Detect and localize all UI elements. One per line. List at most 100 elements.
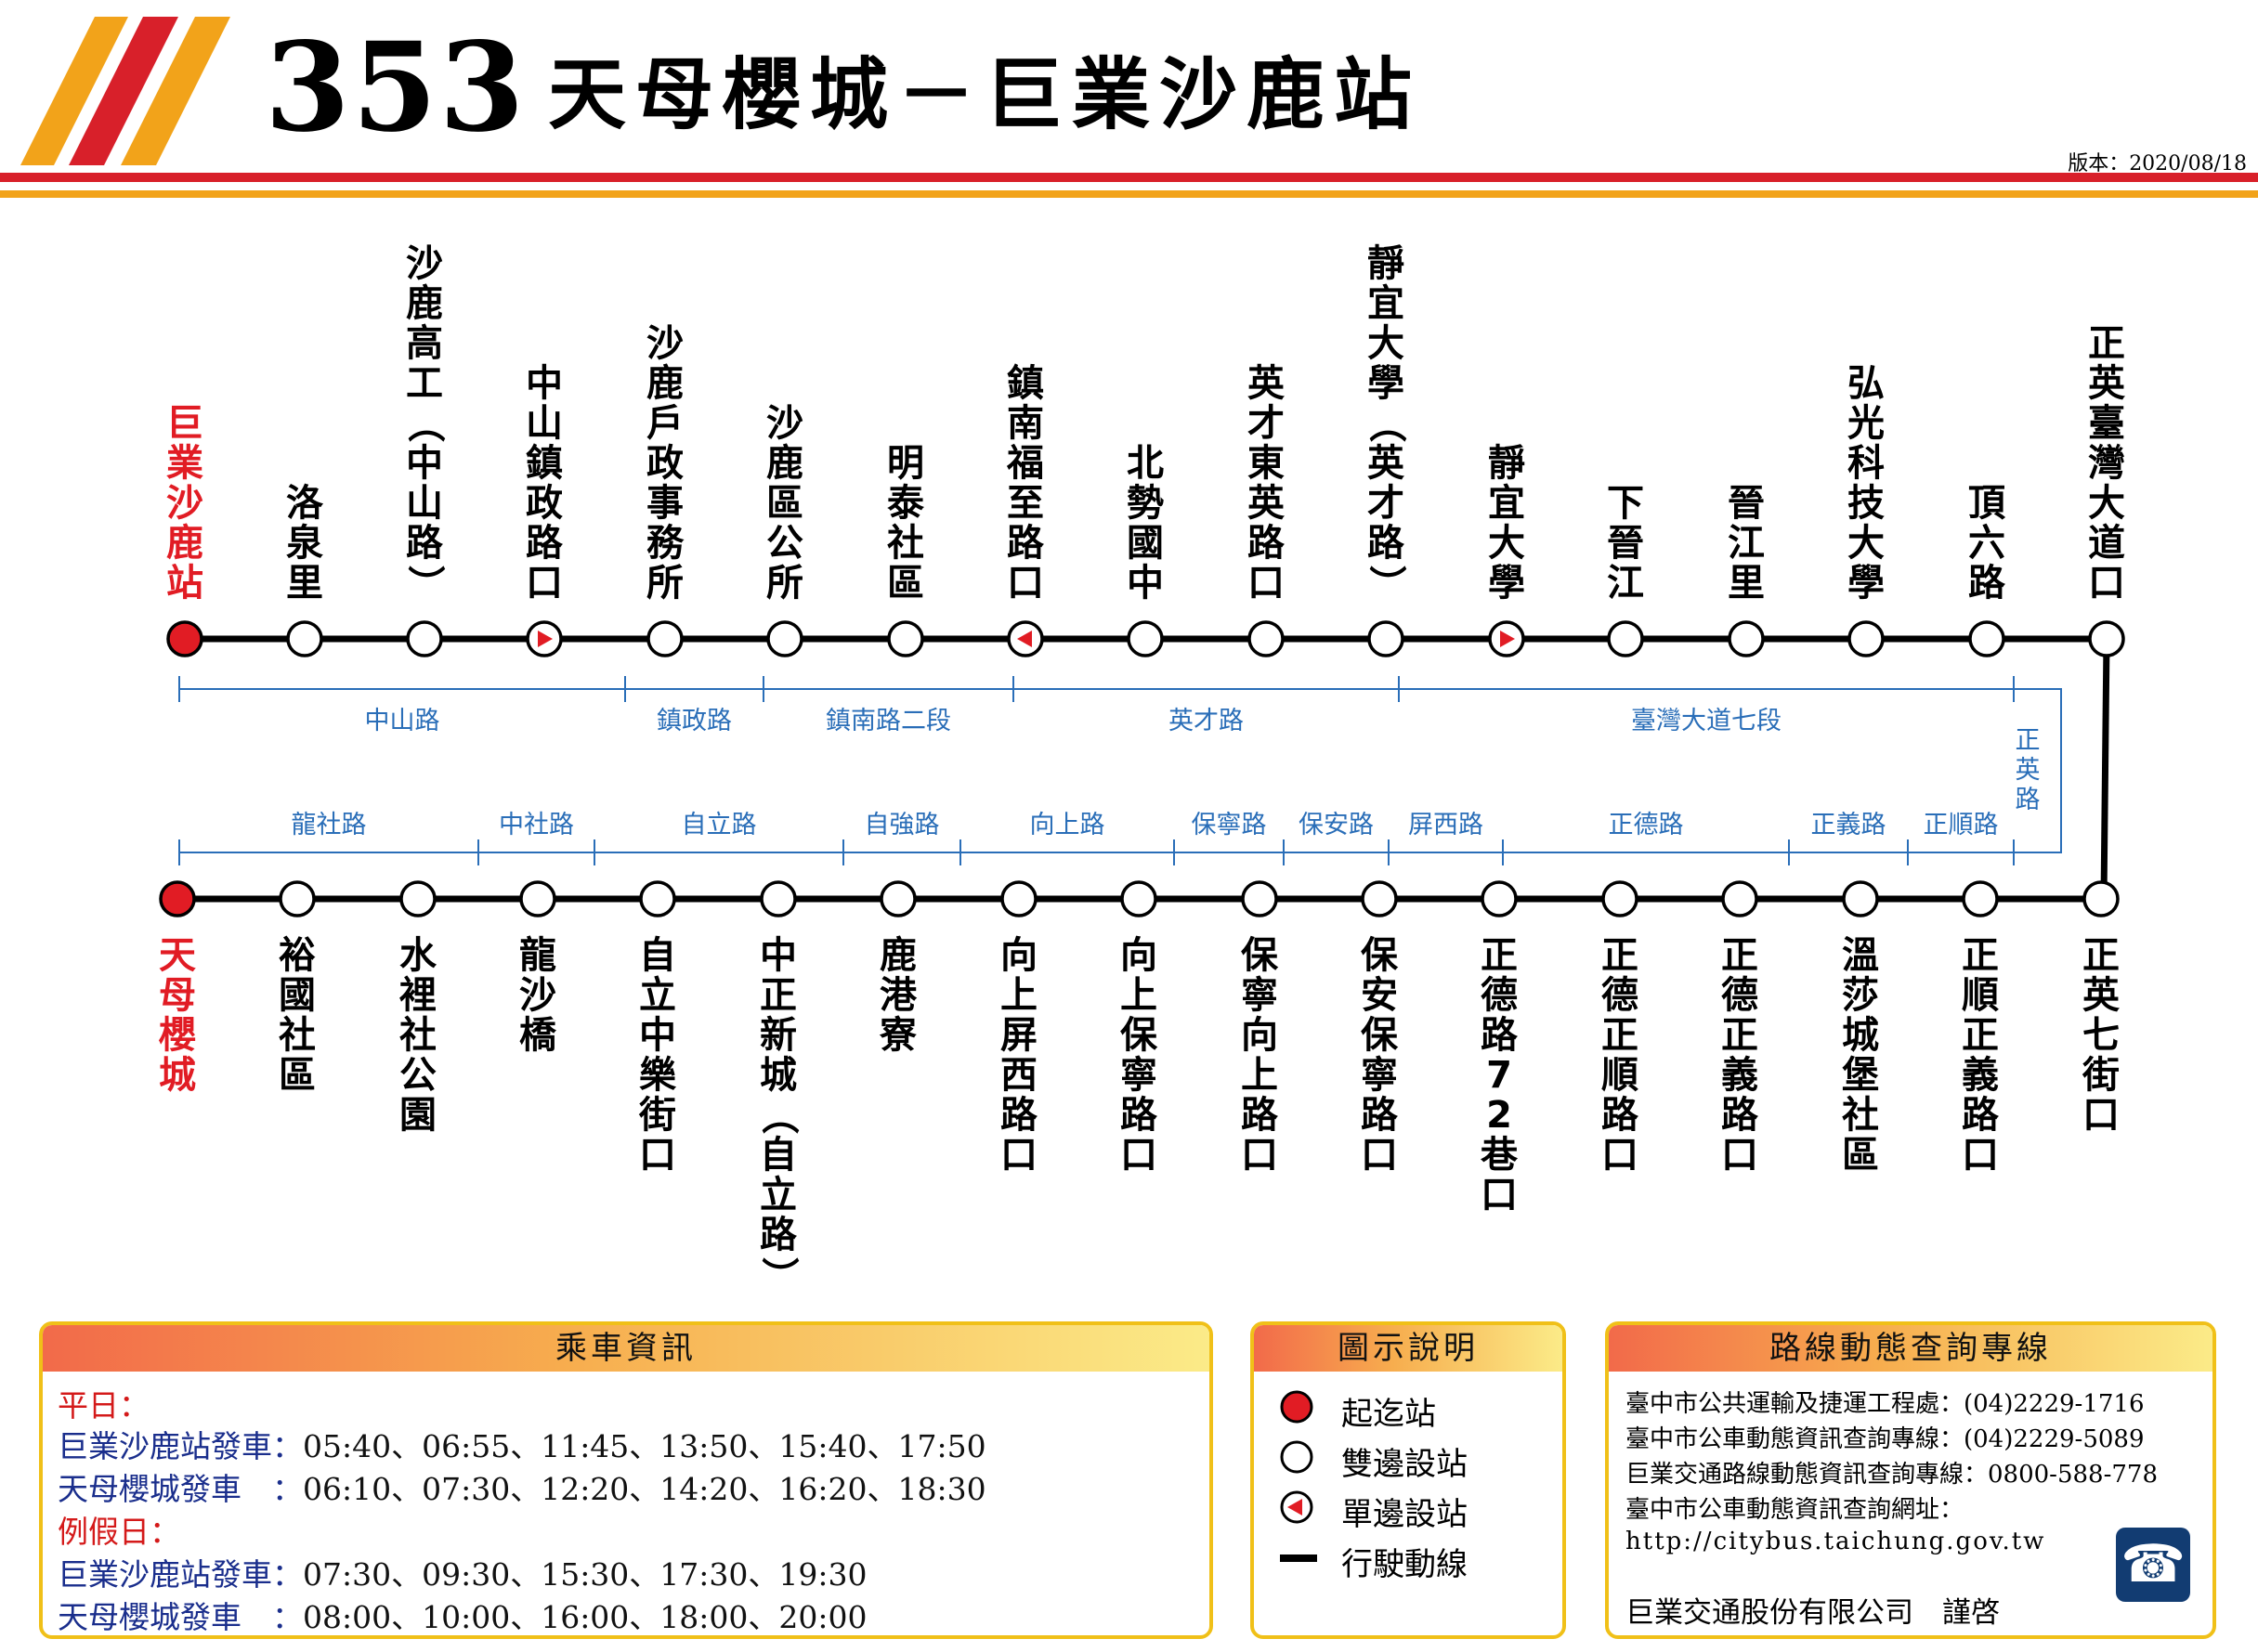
schedule-row-label: 巨業沙鹿站發車： [58, 1428, 303, 1464]
stop-label: 自立中樂街口 [639, 934, 676, 1177]
road-label: 英才路 [1168, 707, 1244, 735]
schedule-row-label: 天母櫻城發車 ： [58, 1471, 303, 1507]
road-label: 龍社路 [291, 811, 367, 839]
road-label: 自強路 [864, 811, 940, 839]
header-rule-red [0, 173, 2258, 182]
terminal-stop [166, 620, 203, 657]
both-direction-stop [1000, 880, 1038, 917]
stop-label: 中正新城（自立路） [757, 934, 801, 1294]
both-direction-stop [1120, 880, 1157, 917]
road-label: 正英路 [2015, 726, 2041, 814]
stop-label: 下晉江 [1607, 482, 1644, 605]
road-label: 臺灣大道七段 [1631, 707, 1782, 735]
both-direction-stop [2088, 620, 2125, 657]
stop-label: 北勢國中 [1127, 442, 1164, 605]
stop-label: 明泰社區 [887, 442, 924, 605]
stop-label: 弘光科技大學 [1847, 362, 1885, 605]
route-number: 353 [265, 16, 527, 160]
stop-label: 洛泉里 [286, 482, 323, 605]
stop-label: 鹿港寮 [880, 934, 917, 1057]
stop-label: 水裡社公園 [399, 934, 437, 1137]
both-direction-stop [1481, 880, 1518, 917]
schedule-row-times: 07:30、09:30、15:30、17:30、19:30 [303, 1556, 868, 1593]
left-arrow-icon [1017, 631, 1032, 647]
road-label: 正義路 [1810, 811, 1886, 839]
both-direction-stop [1721, 880, 1758, 917]
legend-one-way: 單邊設站 [1341, 1496, 1468, 1533]
both-direction-stop [880, 880, 917, 917]
header-rule-orange [0, 190, 2258, 198]
route-name: 天母櫻城－巨業沙鹿站 [548, 49, 1422, 140]
stop-label: 正德正義路口 [1721, 934, 1758, 1177]
schedule-row: 天母櫻城發車 ：08:00、10:00、16:00、18:00、20:00 [58, 1593, 868, 1635]
phone-icon: ☎ [2116, 1528, 2190, 1602]
road-label: 向上路 [1029, 811, 1105, 839]
logo-stripe-orange-2 [121, 17, 230, 165]
road-label: 中社路 [499, 811, 574, 839]
holiday-heading: 例假日： [58, 1514, 180, 1550]
both-direction-stop [406, 620, 443, 657]
hotline-row: 臺中市公共運輸及捷運工程處：(04)2229-1716 [1625, 1390, 2145, 1418]
stop-label: 溫莎城堡社區 [1842, 934, 1879, 1177]
hotline-url[interactable]: http://citybus.taichung.gov.tw [1625, 1528, 2046, 1555]
both-direction-stop [646, 620, 684, 657]
stop-label: 保寧向上路口 [1241, 934, 1278, 1177]
road-label: 鎮政路 [657, 707, 732, 735]
stop-label: 天母櫻城 [159, 934, 196, 1097]
both-direction-stop [1607, 620, 1644, 657]
schedule-row-label: 天母櫻城發車 ： [58, 1599, 303, 1635]
stop-label: 保安保寧路口 [1361, 934, 1398, 1177]
stop-label: 正英臺灣大道口 [2088, 322, 2125, 605]
hotline-title: 路線動態查詢專線 [1609, 1325, 2212, 1372]
both-direction-stop [1962, 880, 1999, 917]
side-road-bracket [2014, 688, 2062, 853]
terminal-stop-icon [1280, 1390, 1313, 1424]
schedule-row-label: 巨業沙鹿站發車： [58, 1556, 303, 1593]
both-direction-stop [1842, 880, 1879, 917]
company-signature: 巨業交通股份有限公司 謹啓 [1625, 1596, 2000, 1630]
both-direction-stop [1247, 620, 1285, 657]
stop-label: 鎮南福至路口 [1007, 362, 1044, 605]
road-label: 正德路 [1608, 811, 1684, 839]
both-direction-stop [1968, 620, 2005, 657]
right-arrow-icon [1500, 631, 1515, 647]
legend-panel: 圖示說明 起迄站 雙邊設站 單邊設站 行駛動線 [1250, 1321, 1566, 1639]
schedule-row-times: 05:40、06:55、11:45、13:50、15:40、17:50 [303, 1428, 986, 1464]
road-label: 保安路 [1299, 811, 1374, 839]
legend-symbols [1280, 1390, 1317, 1562]
road-label: 保寧路 [1191, 811, 1267, 839]
road-label: 屏西路 [1408, 811, 1483, 839]
hotline-row: 臺中市公車動態資訊查詢網址： [1625, 1496, 1964, 1524]
right-arrow-icon [538, 631, 553, 647]
both-direction-stop [1847, 620, 1885, 657]
stop-label: 靜宜大學（英才路） [1364, 242, 1408, 603]
both-direction-stop [399, 880, 437, 917]
stop-label: 沙鹿戶政事務所 [646, 322, 684, 605]
road-label: 自立路 [681, 811, 757, 839]
legend-both: 雙邊設站 [1341, 1446, 1468, 1483]
weekday-heading: 平日： [58, 1387, 150, 1424]
ride-info-panel: 乘車資訊 平日： 巨業沙鹿站發車：05:40、06:55、11:45、13:50… [39, 1321, 1213, 1639]
both-direction-stop [1127, 620, 1164, 657]
stop-label: 正順正義路口 [1962, 934, 1999, 1177]
both-direction-stop [519, 880, 556, 917]
stop-label: 正德正順路口 [1601, 934, 1638, 1177]
stop-label: 中山鎮政路口 [526, 362, 563, 605]
schedule-row: 巨業沙鹿站發車：05:40、06:55、11:45、13:50、15:40、17… [58, 1422, 986, 1466]
road-label: 鎮南路二段 [826, 707, 951, 735]
road-label: 正順路 [1923, 811, 1999, 839]
hotline-row: 巨業交通路線動態資訊查詢專線：0800-588-778 [1625, 1461, 2158, 1489]
stop-label: 英才東英路口 [1247, 362, 1285, 605]
both-direction-stop [1601, 880, 1638, 917]
route-map [159, 620, 2125, 917]
both-direction-stop [1367, 620, 1404, 657]
schedule-row: 天母櫻城發車 ：06:10、07:30、12:20、14:20、16:20、18… [58, 1464, 986, 1509]
terminal-stop [159, 880, 196, 917]
schedule-row: 巨業沙鹿站發車：07:30、09:30、15:30、17:30、19:30 [58, 1550, 868, 1594]
stop-label: 裕國社區 [279, 934, 316, 1097]
route-line-connector [2100, 638, 2110, 900]
route-line-icon [1280, 1554, 1317, 1562]
stop-label: 向上保寧路口 [1120, 934, 1157, 1177]
both-direction-stop [2082, 880, 2120, 917]
